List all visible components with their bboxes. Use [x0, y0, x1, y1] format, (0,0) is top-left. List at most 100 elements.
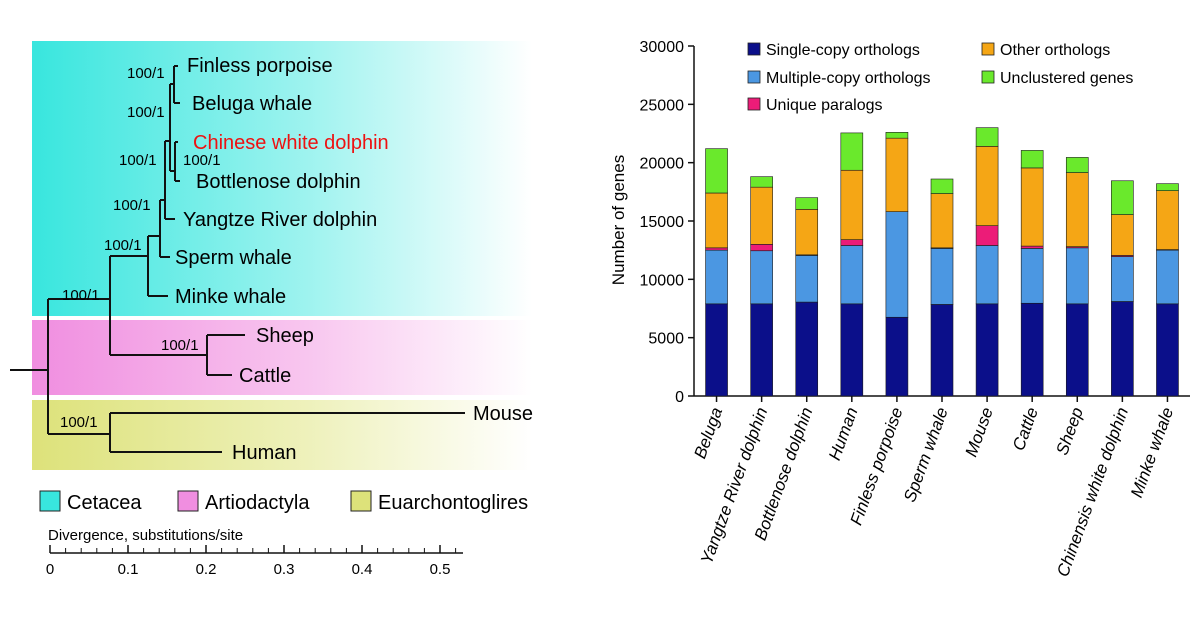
euarchontoglires-band: [32, 400, 532, 470]
x-label-sperm-whale: Sperm whale: [900, 405, 952, 505]
legend-swatch-other-orthologs: [981, 42, 995, 56]
taxon-sheep: Sheep: [256, 325, 314, 347]
bar-segment-minke-whale-unclustered-genes: [1156, 183, 1179, 191]
bar-segment-sperm-whale-multiple-copy-orthologs: [930, 248, 954, 305]
bar-segment-human-single-copy-orthologs: [840, 303, 864, 397]
chart-legend: Single-copy orthologs Multiple-copy ortho…: [747, 42, 1133, 114]
bar-stack-yangtze-river-dolphin: [750, 176, 773, 397]
taxon-mouse: Mouse: [473, 403, 533, 425]
scale-tick-label-0-4: 0.4: [352, 561, 373, 578]
x-label-cattle: Cattle: [1009, 405, 1042, 453]
legend-label-artiodactyla: Artiodactyla: [205, 492, 310, 514]
bar-segment-yangtze-river-dolphin-unclustered-genes: [750, 176, 773, 188]
y-tick-label-0: 0: [675, 389, 684, 406]
bar-stack-finless-porpoise: [885, 132, 909, 397]
y-tick-label-20000: 20000: [640, 156, 685, 173]
scale-tick-label-0-1: 0.1: [118, 561, 139, 578]
support-bovidae: 100/1: [161, 337, 199, 354]
legend-swatch-artiodactyla: [177, 490, 199, 512]
bar-segment-sheep-other-orthologs: [1065, 172, 1089, 247]
taxon-sperm-whale: Sperm whale: [175, 247, 292, 269]
y-tick-label-10000: 10000: [640, 272, 685, 289]
bar-segment-sheep-multiple-copy-orthologs: [1065, 247, 1089, 305]
legend-label-unique-paralogs: Unique paralogs: [766, 97, 883, 114]
bar-stack-beluga: [705, 148, 728, 397]
bar-segment-beluga-single-copy-orthologs: [705, 303, 728, 397]
support-delphinid-clade: 100/1: [119, 152, 157, 169]
bar-stack-human: [840, 132, 864, 397]
artiodactyla-band: [32, 320, 532, 395]
legend-swatch-cetacea: [39, 490, 61, 512]
legend-swatch-multiple-copy-orthologs: [747, 70, 761, 84]
bar-segment-sheep-unclustered-genes: [1065, 157, 1089, 173]
bar-stack-sperm-whale: [930, 178, 954, 397]
legend-swatch-single-copy-orthologs: [747, 42, 761, 56]
legend-label-cetacea: Cetacea: [67, 492, 142, 514]
clade-legend: Cetacea Artiodactyla Euarchontoglires: [39, 490, 528, 514]
legend-label-unclustered-genes: Unclustered genes: [1000, 70, 1133, 87]
bar-stack-minke-whale: [1156, 183, 1179, 397]
cetacea-band: [32, 41, 532, 316]
taxon-chinese-white-dolphin: Chinese white dolphin: [193, 132, 389, 154]
tree-branches: [10, 65, 465, 453]
y-tick-label-30000: 30000: [640, 39, 685, 56]
bar-segment-human-unclustered-genes: [840, 132, 864, 171]
node-support-labels: 100/1 100/1 100/1 100/1 100/1 100/1 100/…: [60, 65, 221, 431]
bar-segment-bottlenose-dolphin-multiple-copy-orthologs: [795, 255, 819, 303]
bar-stack-bottlenose-dolphin: [795, 197, 819, 397]
scale-tick-label-0-2: 0.2: [196, 561, 217, 578]
bar-stacks: [705, 127, 1179, 397]
bar-segment-beluga-other-orthologs: [705, 192, 728, 249]
support-finless-beluga: 100/1: [127, 65, 165, 82]
bar-segment-mouse-other-orthologs: [975, 146, 999, 226]
bar-segment-mouse-unique-paralogs: [975, 225, 999, 246]
bar-segment-yangtze-river-dolphin-other-orthologs: [750, 186, 773, 245]
legend-label-multiple-copy-orthologs: Multiple-copy orthologs: [766, 70, 931, 87]
bar-segment-sheep-single-copy-orthologs: [1065, 303, 1089, 397]
support-odontoceti: 100/1: [104, 237, 142, 254]
legend-swatch-unique-paralogs: [747, 97, 761, 111]
y-tick-label-15000: 15000: [640, 214, 685, 231]
taxon-labels: Finless porpoise Beluga whale Chinese wh…: [175, 55, 533, 464]
taxon-yangtze-river-dolphin: Yangtze River dolphin: [183, 209, 377, 231]
bar-segment-minke-whale-single-copy-orthologs: [1156, 303, 1179, 397]
phylogenetic-tree-panel: Finless porpoise Beluga whale Chinese wh…: [10, 41, 533, 578]
bar-segment-chinensis-white-dolphin-multiple-copy-orthologs: [1111, 256, 1134, 302]
bar-segment-beluga-unclustered-genes: [705, 148, 728, 194]
bar-segment-mouse-unclustered-genes: [975, 127, 999, 147]
taxon-finless-porpoise: Finless porpoise: [187, 55, 333, 77]
bar-segment-bottlenose-dolphin-other-orthologs: [795, 209, 819, 256]
x-label-beluga: Beluga: [690, 405, 726, 461]
bar-stack-mouse: [975, 127, 999, 397]
legend-label-euarchontoglires: Euarchontoglires: [378, 492, 528, 514]
gene-count-chart-panel: Number of genes 0 5000 10000 15000 20000 2500…: [609, 39, 1190, 579]
scale-ticks: 0 0.1 0.2 0.3 0.4 0.5: [46, 545, 457, 578]
legend-swatch-unclustered-genes: [981, 70, 995, 84]
taxon-human: Human: [232, 442, 296, 464]
divergence-scale: Divergence, substitutions/site 0 0.1 0.2 0.…: [46, 527, 463, 578]
bar-segment-finless-porpoise-other-orthologs: [885, 137, 909, 212]
x-label-mouse: Mouse: [962, 405, 997, 459]
bar-segment-beluga-unique-paralogs: [705, 247, 728, 251]
bar-segment-bottlenose-dolphin-unclustered-genes: [795, 197, 819, 210]
bar-segment-sperm-whale-unclustered-genes: [930, 178, 954, 194]
bar-segment-chinensis-white-dolphin-other-orthologs: [1111, 214, 1134, 256]
scale-tick-label-0: 0: [46, 561, 54, 578]
taxon-bottlenose-dolphin: Bottlenose dolphin: [196, 171, 361, 193]
support-odontoceti-partial: 100/1: [113, 197, 151, 214]
bar-segment-cattle-unique-paralogs: [1020, 245, 1044, 249]
x-label-minke-whale: Minke whale: [1127, 405, 1177, 500]
bar-segment-finless-porpoise-single-copy-orthologs: [885, 316, 909, 397]
bar-segment-cattle-single-copy-orthologs: [1020, 302, 1044, 397]
taxon-cattle: Cattle: [239, 365, 291, 387]
bar-segment-human-other-orthologs: [840, 169, 864, 240]
bar-segment-finless-porpoise-unclustered-genes: [885, 132, 909, 139]
legend-label-other-orthologs: Other orthologs: [1000, 42, 1110, 59]
bar-segment-mouse-multiple-copy-orthologs: [975, 245, 999, 305]
bar-stack-sheep: [1065, 157, 1089, 397]
support-beluga-chinese: 100/1: [127, 104, 165, 121]
bar-stack-chinensis-white-dolphin: [1111, 180, 1134, 397]
support-chinese-bottlenose: 100/1: [183, 152, 221, 169]
bar-segment-sperm-whale-other-orthologs: [930, 193, 954, 249]
bar-segment-sperm-whale-single-copy-orthologs: [930, 304, 954, 397]
